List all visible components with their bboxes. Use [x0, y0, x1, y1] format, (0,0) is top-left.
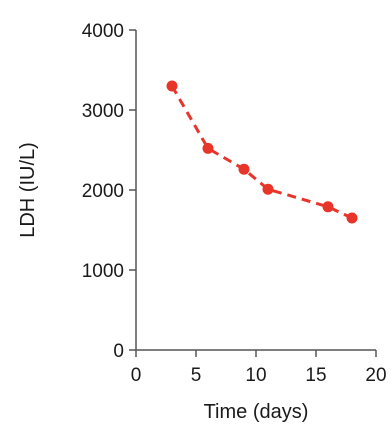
- data-point: [166, 80, 178, 92]
- data-point: [322, 201, 334, 213]
- x-tick-label: 15: [305, 365, 326, 386]
- y-tick-label: 0: [113, 341, 124, 362]
- data-point: [346, 212, 358, 224]
- data-point: [202, 142, 214, 154]
- y-tick-label: 2000: [82, 181, 124, 202]
- x-ticks: 0 5 10 15 20: [131, 350, 387, 386]
- series-group: [166, 80, 358, 224]
- y-tick-label: 4000: [82, 21, 124, 42]
- x-tick-label: 10: [245, 365, 266, 386]
- x-tick-label: 5: [191, 365, 202, 386]
- y-tick-label: 1000: [82, 261, 124, 282]
- data-point: [262, 183, 274, 195]
- x-tick-label: 0: [131, 365, 142, 386]
- x-tick-label: 20: [365, 365, 386, 386]
- series-line: [170, 85, 353, 220]
- y-axis-title: LDH (IU/L): [17, 142, 39, 238]
- y-ticks: 0 1000 2000 3000 4000: [82, 21, 136, 362]
- axes: [135, 30, 376, 351]
- y-tick-label: 3000: [82, 101, 124, 122]
- data-point: [238, 163, 250, 175]
- x-axis-title: Time (days): [204, 401, 309, 423]
